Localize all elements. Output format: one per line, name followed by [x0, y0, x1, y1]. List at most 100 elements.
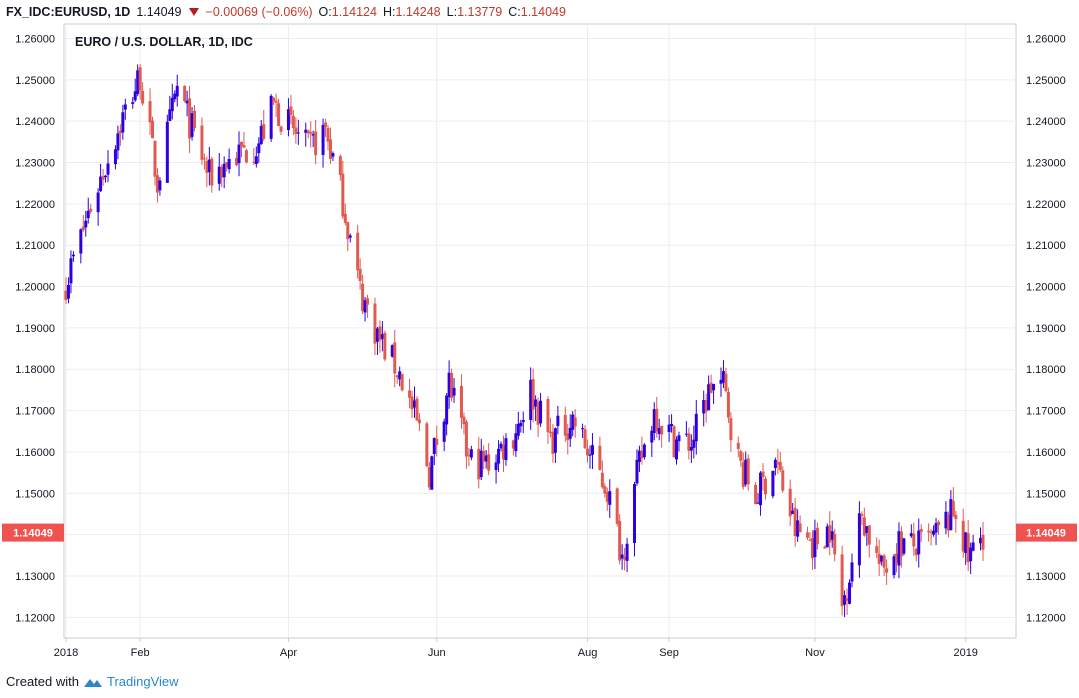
x-tick-label: Nov — [805, 647, 825, 659]
candle — [417, 413, 421, 432]
candle — [452, 378, 456, 403]
candle — [487, 443, 491, 475]
price-tag-right: 1.14049 — [1016, 523, 1077, 542]
candle — [741, 452, 745, 490]
candle — [220, 164, 224, 188]
candle — [395, 374, 399, 384]
close-value: 1.14049 — [520, 5, 566, 19]
candle — [981, 521, 985, 561]
low-label: L: — [446, 5, 458, 19]
candle — [551, 424, 555, 463]
candle — [756, 493, 760, 504]
candle — [324, 118, 328, 138]
candle — [151, 116, 155, 139]
candle — [170, 83, 174, 120]
candle — [788, 479, 792, 527]
y-tick-right: 1.12000 — [1026, 612, 1066, 624]
candle — [383, 330, 387, 362]
candle — [390, 344, 394, 358]
candle — [202, 153, 206, 170]
candle — [605, 487, 609, 511]
candle — [934, 517, 938, 546]
candle — [242, 131, 246, 149]
candle — [882, 553, 886, 577]
open-label: O: — [318, 5, 332, 19]
candle — [763, 476, 767, 500]
candle — [393, 329, 397, 388]
candle — [326, 125, 330, 151]
tradingview-link[interactable]: TradingView — [106, 674, 179, 689]
x-tick-label: Jun — [428, 647, 446, 659]
candle — [877, 539, 881, 576]
candle — [726, 387, 730, 424]
last-price: 1.14049 — [136, 5, 182, 19]
candle — [912, 522, 916, 556]
plot-area[interactable] — [63, 23, 1017, 639]
candle — [356, 224, 360, 279]
candle — [237, 131, 241, 177]
candle — [153, 140, 157, 186]
symbol-label[interactable]: FX_IDC:EURUSD, 1D — [6, 5, 131, 19]
candle — [257, 137, 261, 163]
candle — [484, 449, 488, 469]
close-label: C: — [508, 5, 521, 19]
candle — [366, 294, 370, 318]
symbol-header: FX_IDC:EURUSD, 1D 1.14049 −0.00069 (−0.0… — [6, 3, 566, 21]
candle — [400, 373, 404, 392]
y-tick-right: 1.16000 — [1026, 447, 1066, 459]
candle — [259, 119, 263, 145]
candle — [464, 419, 468, 469]
candle — [702, 390, 706, 427]
candle — [104, 174, 108, 183]
candle — [306, 129, 310, 139]
candle — [566, 423, 570, 455]
candle — [598, 436, 602, 471]
candle — [482, 445, 486, 470]
candle — [670, 414, 674, 433]
candle — [600, 460, 604, 489]
candle — [497, 440, 501, 472]
candle — [277, 98, 281, 127]
candle — [173, 90, 177, 103]
candle — [516, 411, 520, 440]
high-label: H: — [382, 5, 396, 19]
candle — [131, 97, 135, 109]
candle — [462, 412, 466, 435]
candle — [914, 547, 918, 562]
y-tick-left: 1.13000 — [15, 571, 55, 583]
y-tick-left: 1.19000 — [15, 323, 55, 335]
candle — [81, 214, 85, 232]
candle — [430, 455, 434, 490]
candle — [296, 119, 300, 145]
candle — [321, 118, 325, 168]
candle — [200, 117, 204, 165]
y-tick-left: 1.15000 — [15, 488, 55, 500]
candle — [586, 439, 590, 463]
candle — [343, 203, 347, 226]
candle — [815, 522, 819, 550]
candle — [796, 509, 800, 542]
candle — [944, 501, 948, 535]
candle — [642, 443, 646, 460]
candle — [136, 64, 140, 97]
candle — [798, 515, 802, 533]
candle — [843, 590, 847, 618]
candle — [133, 78, 137, 102]
y-tick-left: 1.23000 — [15, 158, 55, 170]
candle — [571, 411, 575, 437]
candle — [810, 530, 814, 570]
candle — [825, 523, 829, 548]
high-value: 1.14248 — [395, 5, 441, 19]
candle — [121, 104, 125, 140]
candle — [746, 454, 750, 491]
candle — [531, 368, 535, 423]
y-tick-right: 1.25000 — [1026, 75, 1066, 87]
candle — [724, 367, 728, 393]
candle — [813, 519, 817, 570]
candle — [635, 449, 639, 486]
y-tick-left: 1.26000 — [15, 33, 55, 45]
candle — [736, 436, 740, 458]
candle — [501, 435, 505, 472]
x-tick-label: Apr — [280, 647, 297, 659]
